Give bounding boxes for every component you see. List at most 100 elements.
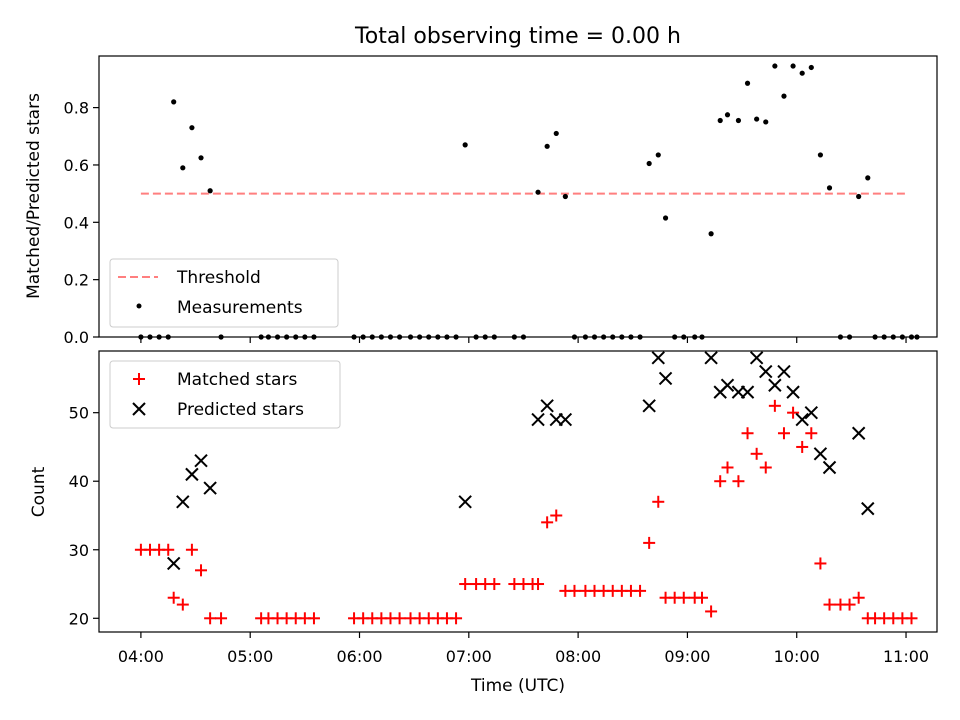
measurement-point — [156, 334, 162, 340]
measurement-point — [808, 64, 814, 71]
predicted-stars-point — [759, 364, 773, 379]
measurement-point — [171, 99, 177, 105]
bottom-legend: Matched stars Predicted stars — [109, 360, 341, 429]
measurement-point — [360, 334, 366, 340]
measurement-point — [265, 334, 272, 340]
measurement-point — [662, 215, 669, 221]
matched-stars-point — [204, 612, 217, 625]
bottom-y-tick-label: 30 — [69, 541, 89, 560]
predicted-stars-point — [176, 495, 190, 509]
measurement-point — [274, 334, 281, 340]
legend-measurements-label: Measurements — [177, 298, 303, 318]
predicted-stars-point — [851, 426, 866, 440]
measurement-point — [692, 334, 698, 340]
measurement-point — [790, 63, 796, 69]
measurement-point — [571, 334, 578, 340]
top-y-axis-label: Matched/Predicted stars — [24, 93, 44, 299]
matched-stars-point — [741, 427, 754, 440]
predicted-stars-point — [777, 364, 791, 379]
predicted-stars-point — [166, 556, 181, 571]
measurement-point — [417, 334, 423, 340]
matched-stars-point — [768, 399, 781, 412]
top-y-tick-label: 0.8 — [64, 99, 89, 118]
measurement-point — [672, 334, 678, 340]
matched-stars-point — [750, 447, 763, 460]
measurement-point — [165, 334, 171, 340]
matched-stars-point — [905, 612, 918, 625]
top-y-ticks: 0.0 0.2 0.4 0.6 0.8 — [64, 99, 99, 347]
top-y-tick-label: 0.6 — [64, 156, 89, 175]
predicted-stars-point — [704, 351, 718, 365]
matched-stars-point — [488, 578, 501, 591]
measurement-point — [601, 334, 607, 340]
measurement-point — [781, 93, 787, 99]
measurement-point — [491, 334, 497, 340]
matched-stars-point — [568, 584, 581, 597]
predicted-stars-point — [642, 399, 656, 413]
predicted-stars-point — [786, 385, 800, 399]
matched-stars-point — [814, 557, 827, 570]
predicted-stars-point — [651, 351, 665, 365]
predicted-stars-point — [740, 385, 755, 399]
legend-threshold-label: Threshold — [176, 268, 261, 288]
x-tick-label: 10:00 — [774, 647, 820, 666]
measurement-point — [207, 188, 213, 194]
matched-stars-point — [805, 427, 818, 440]
measurement-point — [817, 152, 824, 158]
chart-title: Total observing time = 0.00 h — [354, 24, 681, 49]
measurement-point — [856, 193, 862, 200]
measurement-point — [218, 334, 224, 340]
measurement-point — [302, 334, 308, 340]
matched-stars-point — [307, 612, 320, 625]
predicted-stars-point — [531, 412, 545, 427]
top-legend: Threshold Measurements — [109, 258, 339, 328]
measurement-point — [147, 334, 153, 340]
bottom-x-ticks: 04:00 05:00 06:00 07:00 08:00 09:00 10:00 11:00 — [118, 632, 929, 666]
predicted-stars-point — [861, 501, 875, 516]
measurement-point — [396, 334, 403, 340]
top-y-tick-label: 0.0 — [64, 328, 89, 347]
matched-stars-point — [759, 461, 772, 474]
predicted-stars-point — [795, 412, 809, 427]
predicted-stars-point — [558, 412, 573, 427]
x-tick-label: 05:00 — [227, 647, 273, 666]
measurement-point — [582, 334, 589, 340]
measurement-point — [881, 334, 887, 340]
matched-stars-point — [843, 598, 856, 611]
predicted-stars-point — [540, 399, 554, 413]
measurement-point — [865, 175, 871, 181]
measurement-point — [754, 116, 760, 122]
top-x-ticks — [140, 337, 907, 343]
measurement-point — [453, 334, 459, 340]
predicted-stars-point — [720, 378, 735, 392]
measurement-point — [351, 334, 357, 340]
legend-predicted-label: Predicted stars — [177, 400, 304, 420]
predicted-stars-point — [804, 405, 819, 420]
measurement-point — [837, 334, 844, 340]
measurement-point — [444, 334, 450, 340]
measurement-point — [708, 231, 714, 237]
predicted-stars-point — [185, 467, 199, 482]
x-tick-label: 07:00 — [446, 647, 492, 666]
measurement-point — [890, 334, 896, 340]
legend-matched-label: Matched stars — [177, 370, 297, 390]
measurement-point — [744, 80, 751, 86]
top-axes-frame — [98, 55, 938, 338]
measurement-point — [473, 334, 479, 340]
predicted-stars-point — [822, 460, 837, 475]
matched-stars-point — [532, 578, 545, 591]
matched-stars-point — [167, 591, 180, 604]
measurement-point — [699, 334, 705, 340]
measurement-point — [293, 334, 299, 340]
measurement-point — [681, 334, 687, 340]
matched-stars-point — [176, 598, 189, 611]
bottom-y-tick-label: 50 — [69, 404, 89, 423]
matched-stars-point — [541, 516, 554, 529]
measurement-point — [735, 117, 742, 124]
legend-predicted-swatch — [132, 402, 146, 416]
matched-stars-point — [777, 427, 790, 440]
matched-stars-point — [450, 612, 463, 625]
measurement-point — [724, 112, 731, 118]
top-panel: 0.00.20.40.60.8 Matched/Predicted stars … — [24, 55, 938, 347]
